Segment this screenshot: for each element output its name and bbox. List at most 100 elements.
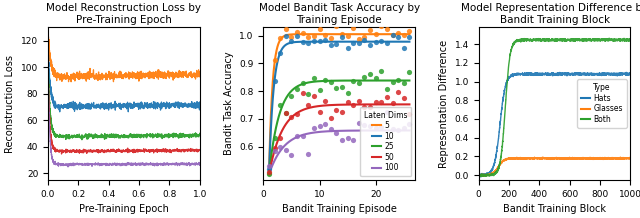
Point bbox=[314, 110, 324, 113]
Point bbox=[382, 27, 392, 31]
Point bbox=[354, 82, 364, 85]
Point bbox=[359, 35, 369, 38]
Point bbox=[337, 110, 347, 113]
Point bbox=[264, 171, 274, 175]
Point bbox=[303, 152, 314, 156]
Point bbox=[337, 35, 347, 38]
X-axis label: Bandit Training Block: Bandit Training Block bbox=[503, 204, 606, 214]
Point bbox=[365, 73, 375, 76]
Point bbox=[264, 167, 274, 171]
Point bbox=[309, 39, 319, 42]
Title: Model Bandit Task Accuracy by
Training Episode: Model Bandit Task Accuracy by Training E… bbox=[259, 3, 420, 25]
Y-axis label: Reconstruction Loss: Reconstruction Loss bbox=[6, 54, 15, 153]
Point bbox=[382, 41, 392, 45]
Point bbox=[404, 30, 415, 33]
Point bbox=[342, 34, 353, 38]
Point bbox=[298, 81, 308, 84]
Point bbox=[404, 112, 415, 116]
Point bbox=[359, 75, 369, 79]
Legend: 5, 10, 25, 50, 100: 5, 10, 25, 50, 100 bbox=[360, 107, 412, 176]
Point bbox=[337, 138, 347, 142]
Point bbox=[286, 39, 296, 43]
Point bbox=[359, 105, 369, 108]
Legend: Hats, Glasses, Both: Hats, Glasses, Both bbox=[577, 79, 627, 128]
Y-axis label: Bandit Task Accuracy: Bandit Task Accuracy bbox=[224, 52, 234, 155]
Point bbox=[365, 43, 375, 47]
Point bbox=[342, 136, 353, 139]
Point bbox=[286, 116, 296, 119]
Point bbox=[264, 172, 274, 176]
Point bbox=[298, 31, 308, 34]
Point bbox=[337, 32, 347, 36]
Point bbox=[281, 35, 291, 38]
Point bbox=[281, 149, 291, 152]
Point bbox=[286, 153, 296, 157]
Point bbox=[309, 95, 319, 98]
Point bbox=[298, 91, 308, 95]
Point bbox=[326, 80, 336, 83]
Point bbox=[292, 31, 302, 34]
Point bbox=[393, 31, 403, 34]
Point bbox=[292, 134, 302, 137]
Point bbox=[326, 44, 336, 47]
Point bbox=[314, 124, 324, 128]
Point bbox=[332, 87, 342, 90]
Point bbox=[281, 28, 291, 31]
Point bbox=[332, 131, 342, 135]
Point bbox=[354, 41, 364, 44]
Point bbox=[399, 97, 409, 100]
Point bbox=[359, 38, 369, 42]
Point bbox=[303, 104, 314, 107]
Point bbox=[348, 80, 358, 83]
Point bbox=[393, 78, 403, 82]
Point bbox=[292, 88, 302, 91]
Point bbox=[399, 127, 409, 130]
Point bbox=[326, 128, 336, 131]
Point bbox=[376, 125, 387, 128]
Point bbox=[348, 26, 358, 30]
Point bbox=[275, 145, 285, 148]
Point bbox=[309, 34, 319, 38]
Point bbox=[320, 78, 330, 82]
Point bbox=[342, 92, 353, 95]
Point bbox=[286, 94, 296, 98]
Point bbox=[371, 40, 381, 43]
Y-axis label: Representation Difference: Representation Difference bbox=[439, 39, 449, 168]
Point bbox=[399, 46, 409, 49]
Point bbox=[326, 36, 336, 39]
Point bbox=[298, 135, 308, 138]
Point bbox=[354, 100, 364, 103]
Point bbox=[320, 38, 330, 42]
Point bbox=[332, 24, 342, 28]
Point bbox=[292, 112, 302, 116]
Point bbox=[332, 109, 342, 112]
Point bbox=[281, 111, 291, 114]
Title: Model Representation Difference by
Bandit Training Block: Model Representation Difference by Bandi… bbox=[461, 3, 640, 25]
Point bbox=[342, 46, 353, 50]
Point bbox=[393, 90, 403, 94]
Point bbox=[387, 34, 397, 37]
X-axis label: Bandit Training Episode: Bandit Training Episode bbox=[282, 204, 397, 214]
Point bbox=[393, 36, 403, 39]
Point bbox=[359, 123, 369, 126]
Point bbox=[376, 69, 387, 73]
Point bbox=[387, 128, 397, 131]
Point bbox=[376, 24, 387, 28]
Point bbox=[399, 33, 409, 37]
Point bbox=[348, 139, 358, 142]
Point bbox=[275, 103, 285, 106]
Point bbox=[264, 164, 274, 167]
Point bbox=[314, 39, 324, 42]
Point bbox=[376, 100, 387, 104]
Point bbox=[371, 33, 381, 36]
Point bbox=[320, 33, 330, 36]
Point bbox=[371, 126, 381, 129]
Point bbox=[275, 36, 285, 40]
Point bbox=[292, 34, 302, 38]
Point bbox=[404, 35, 415, 39]
Point bbox=[393, 129, 403, 132]
Point bbox=[298, 40, 308, 44]
Point bbox=[303, 41, 314, 45]
Point bbox=[337, 85, 347, 89]
Point bbox=[387, 102, 397, 105]
